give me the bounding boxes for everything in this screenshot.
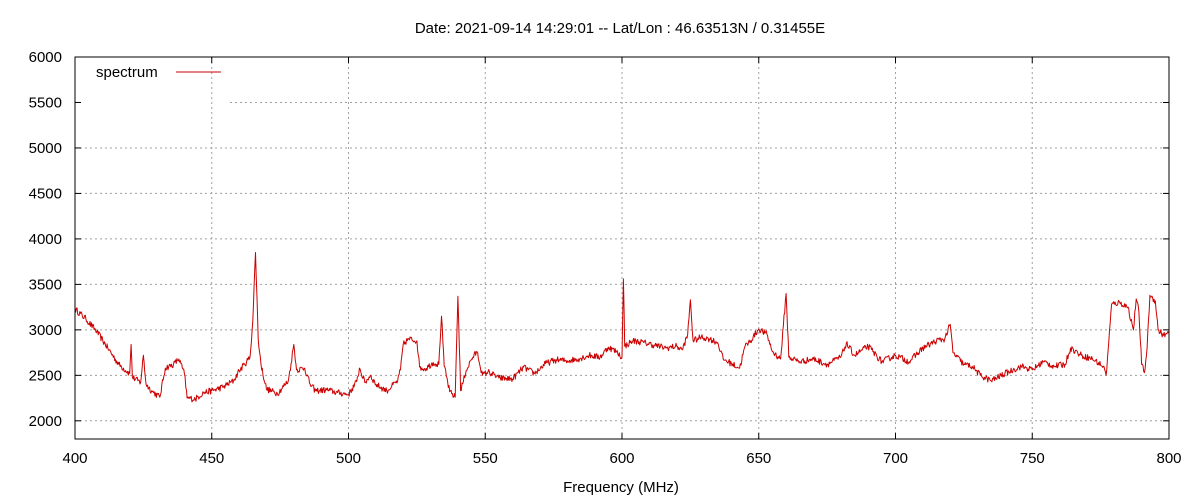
legend: spectrum (96, 64, 221, 81)
axis-ticks: 400 450 500 550 600 650 700 750 800 2000 2500 3000 3… (29, 49, 1182, 467)
x-tick-label-600: 600 (609, 450, 634, 467)
grid-lines (75, 57, 1169, 439)
series-layer (74, 252, 1170, 403)
legend-label-spectrum: spectrum (96, 64, 158, 81)
chart-title: Date: 2021-09-14 14:29:01 -- Lat/Lon : 4… (415, 20, 825, 37)
y-tick-label-2000: 2000 (29, 413, 62, 430)
y-tick-label-6000: 6000 (29, 49, 62, 66)
x-tick-label-800: 800 (1156, 450, 1181, 467)
y-tick-label-5500: 5500 (29, 94, 62, 111)
y-tick-label-5000: 5000 (29, 140, 62, 157)
y-tick-label-4500: 4500 (29, 185, 62, 202)
x-tick-label-550: 550 (473, 450, 498, 467)
x-axis-label: Frequency (MHz) (563, 479, 679, 496)
y-tick-label-4000: 4000 (29, 231, 62, 248)
x-tick-label-700: 700 (883, 450, 908, 467)
x-tick-label-750: 750 (1020, 450, 1045, 467)
y-tick-label-3500: 3500 (29, 276, 62, 293)
x-tick-label-450: 450 (199, 450, 224, 467)
plot-frame (74, 56, 1170, 440)
y-tick-label-3000: 3000 (29, 322, 62, 339)
x-tick-label-400: 400 (62, 450, 87, 467)
y-tick-label-2500: 2500 (29, 367, 62, 384)
series-line-spectrum (74, 252, 1170, 403)
x-tick-label-650: 650 (746, 450, 771, 467)
x-tick-label-500: 500 (336, 450, 361, 467)
